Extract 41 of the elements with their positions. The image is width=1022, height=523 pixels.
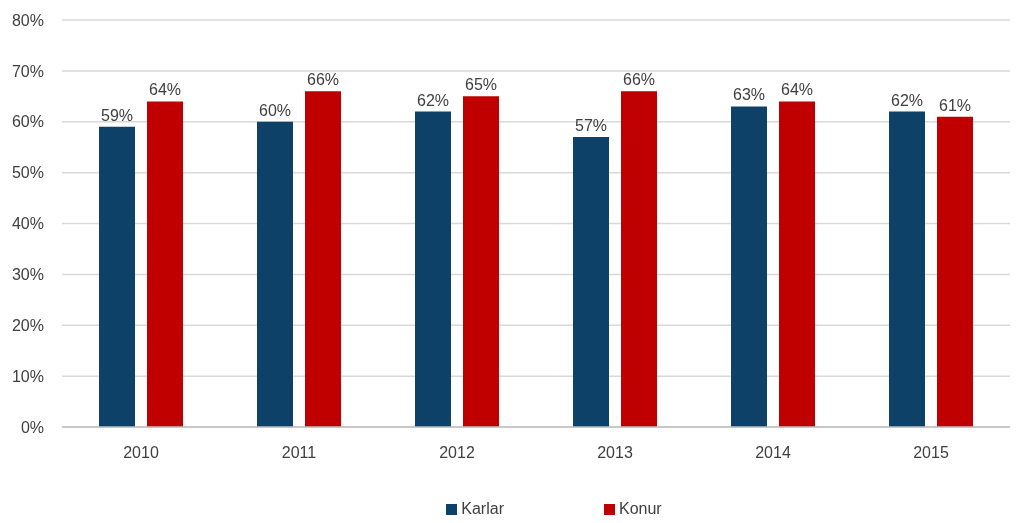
- bar: [415, 111, 451, 427]
- bar: [305, 91, 341, 427]
- x-tick-label: 2012: [439, 444, 475, 462]
- x-tick-label: 2010: [123, 444, 159, 462]
- y-tick-label: 0%: [20, 418, 44, 436]
- data-label: 62%: [890, 91, 924, 109]
- bar: [779, 101, 815, 427]
- bar: [731, 106, 767, 427]
- x-tick-label: 2014: [755, 444, 791, 462]
- y-tick-label: 20%: [11, 316, 44, 334]
- y-tick-label: 40%: [11, 215, 44, 233]
- y-tick-label: 30%: [11, 266, 44, 284]
- bar: [99, 126, 135, 427]
- data-label: 61%: [938, 96, 972, 114]
- x-tick-label: 2015: [913, 444, 949, 462]
- data-label: 64%: [780, 81, 814, 99]
- x-tick-label: 2013: [597, 444, 633, 462]
- bar: [937, 116, 973, 427]
- bar: [573, 137, 609, 427]
- bar: [463, 96, 499, 427]
- y-tick-label: 70%: [11, 62, 44, 80]
- legend-label: Konur: [618, 500, 662, 517]
- y-tick-label: 10%: [11, 367, 44, 385]
- data-label: 62%: [416, 91, 450, 109]
- bar: [147, 101, 183, 427]
- bar: [889, 111, 925, 427]
- data-label: 60%: [258, 101, 292, 119]
- data-label: 66%: [306, 71, 340, 89]
- legend-label: Karlar: [461, 500, 504, 517]
- y-tick-label: 50%: [11, 164, 44, 182]
- x-tick-label: 2011: [281, 444, 317, 462]
- data-label: 59%: [100, 106, 134, 124]
- bar: [621, 91, 657, 427]
- bar: [257, 121, 293, 427]
- y-tick-label: 80%: [11, 11, 44, 29]
- data-label: 57%: [574, 117, 608, 135]
- data-label: 65%: [464, 76, 498, 94]
- data-label: 64%: [148, 81, 182, 99]
- y-tick-label: 60%: [11, 113, 44, 131]
- data-label: 66%: [622, 71, 656, 89]
- data-label: 63%: [732, 86, 766, 104]
